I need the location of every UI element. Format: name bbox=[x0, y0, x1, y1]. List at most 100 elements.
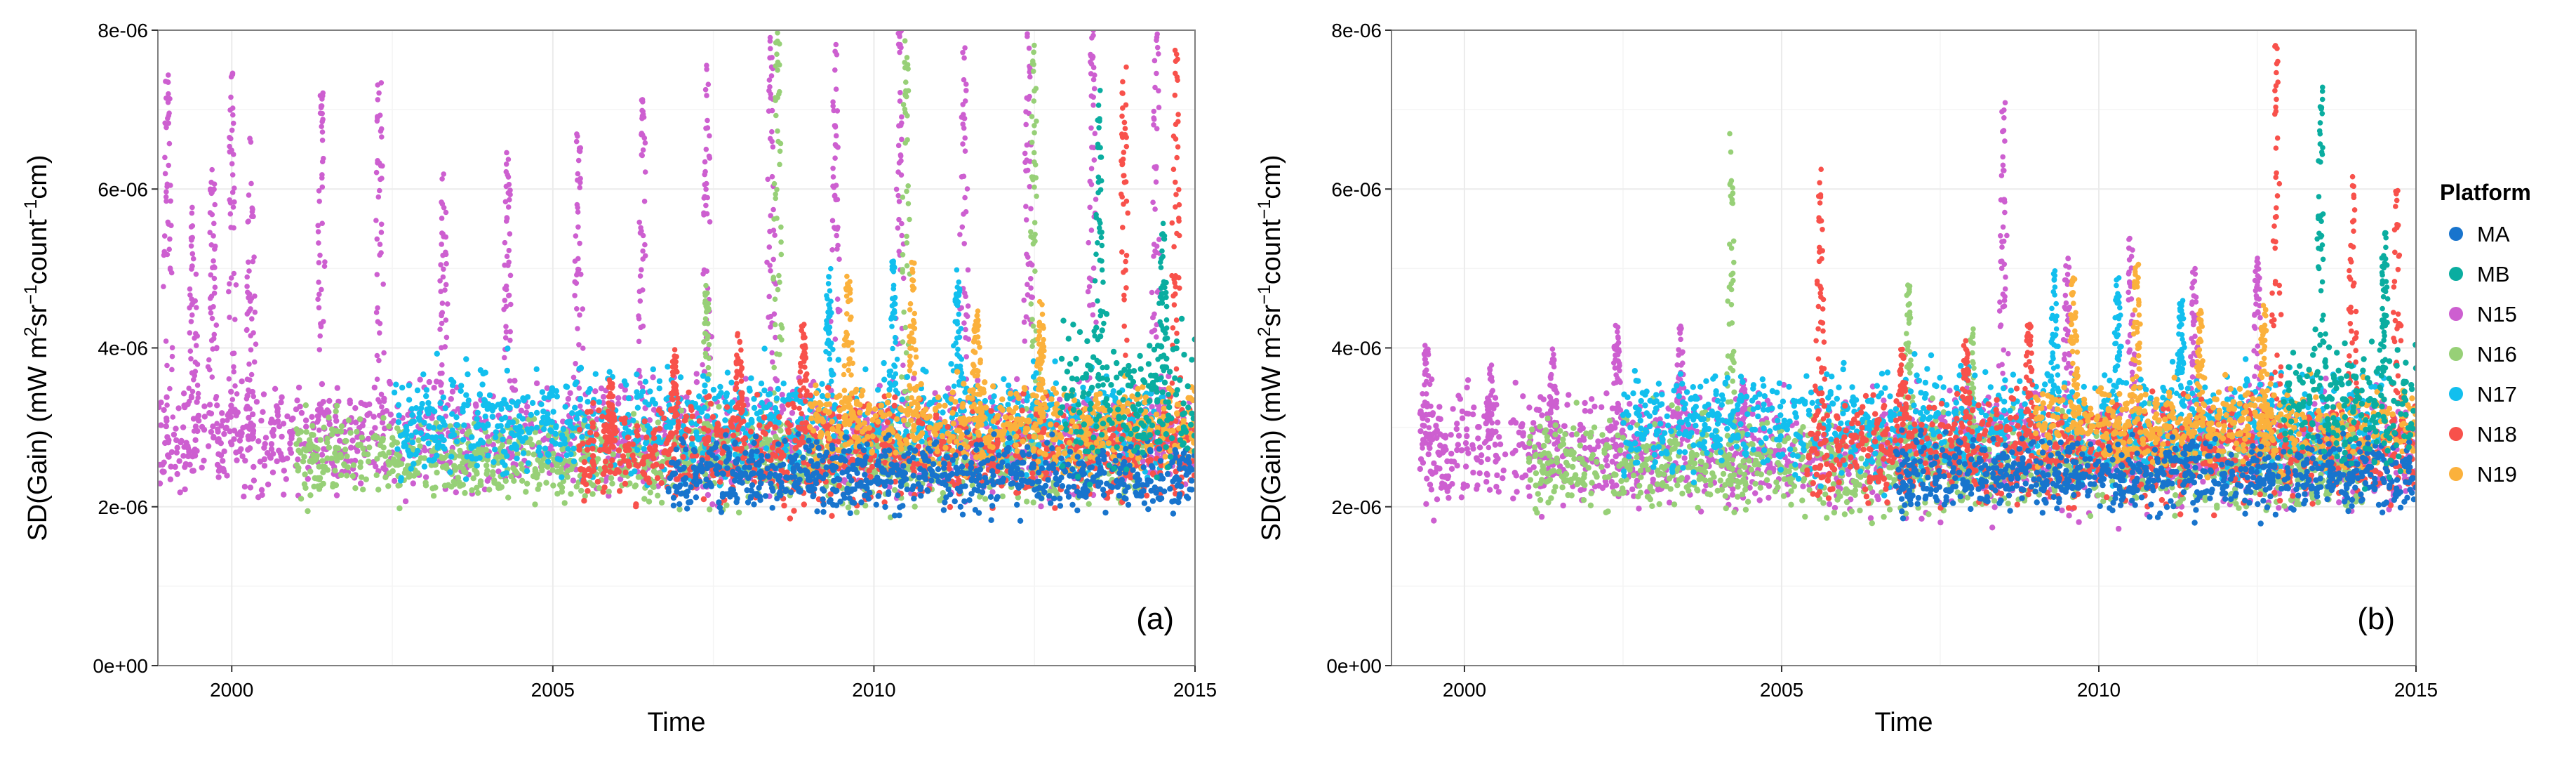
data-point bbox=[901, 309, 907, 315]
data-point bbox=[1023, 217, 1029, 223]
data-point bbox=[265, 481, 272, 488]
data-point bbox=[773, 334, 778, 341]
data-point bbox=[963, 81, 969, 87]
data-point bbox=[492, 447, 498, 453]
data-point bbox=[381, 398, 387, 404]
data-point bbox=[374, 456, 380, 462]
data-point bbox=[330, 483, 336, 490]
data-point bbox=[158, 480, 163, 487]
data-point bbox=[893, 186, 900, 192]
data-point bbox=[905, 421, 912, 428]
data-point bbox=[377, 252, 382, 258]
data-point bbox=[511, 477, 517, 484]
data-point bbox=[704, 320, 709, 326]
data-point bbox=[317, 93, 323, 98]
data-point bbox=[495, 402, 502, 408]
data-point bbox=[490, 442, 496, 448]
data-point bbox=[575, 326, 580, 331]
data-point bbox=[780, 397, 787, 403]
data-point bbox=[317, 110, 323, 116]
data-point bbox=[1093, 319, 1099, 325]
data-point bbox=[518, 407, 525, 414]
data-point bbox=[574, 411, 581, 417]
data-point bbox=[524, 426, 530, 433]
data-point bbox=[342, 462, 348, 469]
data-point bbox=[640, 248, 646, 254]
data-point bbox=[999, 493, 1006, 500]
data-point bbox=[274, 458, 280, 465]
data-point bbox=[516, 413, 523, 419]
data-point bbox=[1051, 487, 1057, 494]
data-point bbox=[375, 97, 381, 103]
data-point bbox=[480, 370, 486, 377]
data-point bbox=[187, 330, 193, 336]
data-point bbox=[1090, 30, 1096, 34]
data-point bbox=[649, 398, 656, 404]
data-point bbox=[448, 454, 455, 460]
data-point bbox=[902, 140, 908, 146]
data-point bbox=[636, 338, 642, 345]
data-point bbox=[526, 416, 533, 423]
data-point bbox=[891, 487, 898, 494]
data-point bbox=[453, 414, 460, 421]
data-point bbox=[194, 305, 199, 310]
data-point bbox=[529, 400, 536, 407]
data-point bbox=[862, 366, 869, 373]
data-point bbox=[167, 236, 173, 242]
data-point bbox=[773, 95, 778, 100]
data-point bbox=[437, 278, 443, 284]
data-point bbox=[528, 442, 535, 448]
data-point bbox=[195, 390, 201, 397]
data-point bbox=[479, 381, 486, 388]
data-point bbox=[904, 240, 910, 246]
data-point bbox=[693, 435, 700, 441]
data-point bbox=[717, 383, 723, 390]
data-point bbox=[1034, 118, 1039, 124]
data-point bbox=[1025, 282, 1030, 288]
data-point bbox=[773, 376, 778, 382]
data-point bbox=[905, 183, 911, 189]
data-point bbox=[525, 450, 531, 456]
data-point bbox=[904, 233, 909, 239]
data-point bbox=[703, 126, 709, 131]
data-point bbox=[665, 364, 671, 370]
data-point bbox=[1088, 166, 1095, 171]
data-point bbox=[965, 267, 971, 273]
data-point bbox=[490, 458, 497, 466]
data-point bbox=[1090, 53, 1095, 59]
data-point bbox=[169, 353, 175, 359]
data-point bbox=[188, 319, 194, 324]
data-point bbox=[469, 434, 475, 440]
data-point bbox=[259, 491, 265, 499]
data-point bbox=[841, 477, 848, 483]
data-point bbox=[1022, 150, 1028, 157]
data-point bbox=[505, 345, 511, 352]
data-point bbox=[227, 143, 232, 150]
data-point bbox=[318, 105, 324, 111]
data-point bbox=[503, 470, 509, 476]
data-point bbox=[1156, 105, 1162, 110]
data-point bbox=[422, 474, 429, 480]
data-point bbox=[333, 402, 340, 409]
data-point bbox=[1029, 343, 1035, 350]
data-point bbox=[643, 438, 650, 445]
data-point bbox=[493, 434, 499, 441]
data-point bbox=[553, 423, 559, 429]
data-point bbox=[201, 457, 207, 464]
data-point bbox=[773, 191, 778, 197]
data-point bbox=[253, 341, 259, 348]
data-point bbox=[168, 463, 174, 470]
data-point bbox=[442, 344, 448, 350]
data-point bbox=[378, 391, 385, 397]
data-point bbox=[401, 443, 407, 449]
data-point bbox=[899, 396, 905, 402]
data-point bbox=[640, 109, 646, 114]
data-point bbox=[189, 393, 194, 399]
data-point bbox=[1032, 42, 1037, 48]
data-point bbox=[214, 345, 220, 350]
data-point bbox=[518, 461, 524, 468]
data-point bbox=[484, 434, 491, 440]
data-point bbox=[576, 342, 582, 348]
data-point bbox=[163, 394, 170, 400]
data-point bbox=[506, 438, 512, 445]
